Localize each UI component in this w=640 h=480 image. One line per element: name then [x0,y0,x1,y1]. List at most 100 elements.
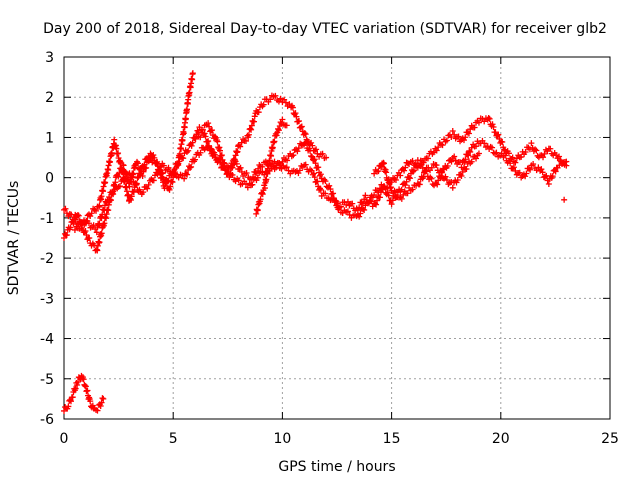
data-point [398,195,405,202]
data-point [455,133,462,140]
data-point [438,169,445,176]
data-point [409,186,416,193]
x-tick-label: 20 [492,431,510,447]
data-point [192,156,199,163]
data-point [197,149,204,156]
data-point [133,181,140,188]
data-point [294,148,301,155]
data-point [98,193,105,200]
y-tick-label: -2 [40,251,54,267]
data-point [185,147,192,154]
data-point [518,153,525,160]
data-point [319,150,326,157]
data-point [150,177,157,184]
data-point [315,164,322,171]
data-point [86,235,93,242]
data-point [542,173,549,180]
data-point [99,395,106,402]
data-point [237,143,244,150]
data-point [311,156,318,163]
data-point [298,123,305,130]
data-point [84,387,91,394]
data-point [208,146,215,153]
data-point [62,205,69,212]
data-point [180,130,187,137]
data-point [499,138,506,145]
data-point [283,122,290,129]
data-point [467,148,474,155]
data-point [442,173,449,180]
data-point [481,118,488,125]
data-point [162,180,169,187]
data-point [449,184,456,191]
data-point [493,149,500,156]
data-point [230,161,237,168]
x-tick-labels: 0 5 10 15 20 25 [60,431,619,447]
data-point [98,399,105,406]
data-point [443,137,450,144]
data-point [98,230,105,237]
data-point [563,158,570,165]
data-point [349,200,356,207]
data-point [380,183,387,190]
data-point [101,207,108,214]
data-point [380,160,387,167]
data-point [72,385,79,392]
data-point [463,165,470,172]
y-tick-label: -5 [40,372,54,388]
data-point [263,176,270,183]
data-point [166,186,173,193]
data-point [416,181,423,188]
data-point [245,131,252,138]
data-point [134,174,141,181]
series-sdtvar [61,70,570,414]
data-point [444,163,451,170]
data-point [387,184,394,191]
data-point [221,162,228,169]
data-point [269,144,276,151]
data-point [159,174,166,181]
data-point [414,157,421,164]
data-point [527,166,534,173]
data-point [90,222,97,229]
data-point [125,192,132,199]
data-point [532,146,539,153]
data-point [97,402,104,409]
data-point [259,191,266,198]
data-point [141,161,148,168]
data-point [212,151,219,158]
data-point [217,147,223,154]
data-point [486,115,493,122]
data-point [119,169,126,176]
data-point [85,220,92,227]
data-point [189,76,196,83]
data-point [485,115,492,122]
data-point [468,144,475,151]
data-point [182,115,189,122]
data-point [498,150,505,157]
data-point [161,185,168,192]
data-point [454,177,461,184]
data-point [76,225,83,232]
data-point [184,106,191,113]
data-point [188,142,195,149]
data-point [313,146,320,153]
data-point [357,210,364,217]
data-point [260,101,267,108]
data-point [404,190,411,197]
data-point [398,186,405,193]
data-point [404,160,411,167]
data-point [389,197,396,204]
data-point [516,169,523,176]
data-point [502,152,509,159]
y-axis-label: SDTVAR / TECUs [6,181,22,296]
data-point [397,172,404,179]
data-point [244,184,251,191]
data-point [186,89,193,96]
data-point [140,164,147,171]
data-point [270,139,277,146]
data-point [312,160,319,167]
data-point [428,175,435,182]
data-point [295,117,302,124]
